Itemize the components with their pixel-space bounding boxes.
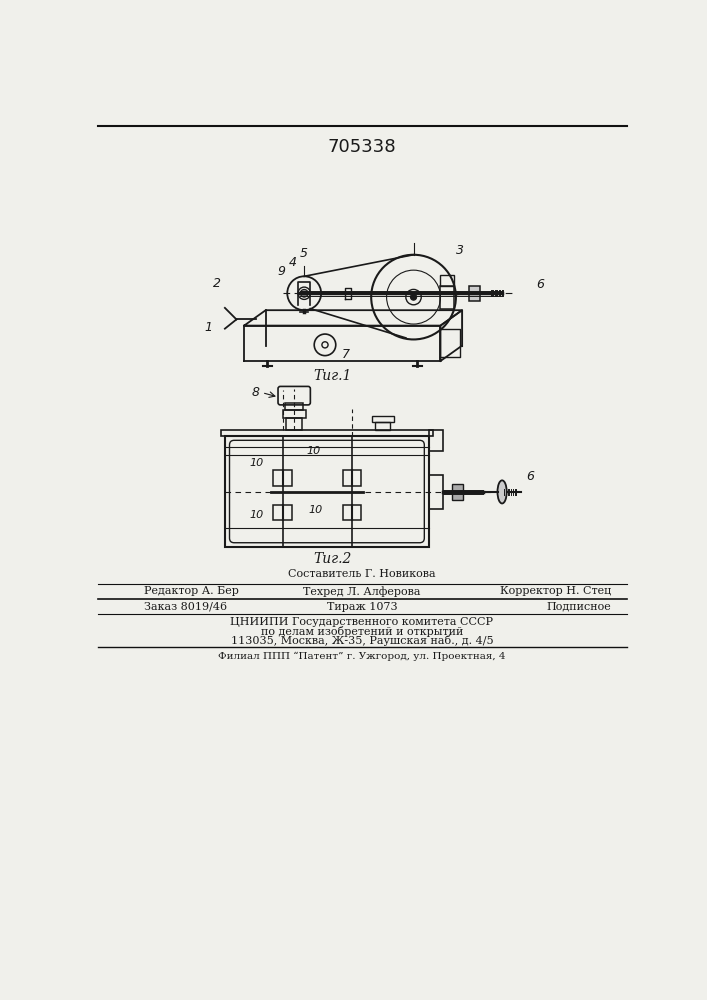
Text: 7: 7 <box>342 348 350 361</box>
Ellipse shape <box>498 480 507 503</box>
Circle shape <box>411 294 416 300</box>
Text: Корректор Н. Стец: Корректор Н. Стец <box>500 586 612 596</box>
Text: 8: 8 <box>252 386 259 399</box>
Bar <box>285 403 303 410</box>
Bar <box>429 430 443 451</box>
Text: 10: 10 <box>308 505 322 515</box>
Bar <box>221 430 433 436</box>
Text: 4: 4 <box>288 256 297 269</box>
Text: 6: 6 <box>527 470 534 483</box>
Text: по делам изобретений и открытий: по делам изобретений и открытий <box>261 626 463 637</box>
Text: Техред Л. Алферова: Техред Л. Алферова <box>303 586 421 597</box>
Text: 5: 5 <box>300 247 308 260</box>
Circle shape <box>300 289 308 297</box>
Bar <box>286 418 302 430</box>
Bar <box>452 484 463 500</box>
Text: 1: 1 <box>204 321 212 334</box>
Text: Филиал ППП “Патент” г. Ужгород, ул. Проектная, 4: Филиал ППП “Патент” г. Ужгород, ул. Прое… <box>218 652 506 661</box>
Bar <box>274 470 292 486</box>
Text: 2: 2 <box>214 277 221 290</box>
Bar <box>429 475 443 509</box>
Text: Подписное: Подписное <box>547 602 612 612</box>
Text: Τиг.2: Τиг.2 <box>313 552 352 566</box>
Text: Τиг.1: Τиг.1 <box>313 369 352 383</box>
Bar <box>440 275 455 286</box>
Bar <box>372 416 394 422</box>
Bar <box>343 505 361 520</box>
Bar <box>343 470 361 486</box>
Text: 9: 9 <box>277 265 285 278</box>
Bar <box>225 436 429 547</box>
Text: Редактор А. Бер: Редактор А. Бер <box>144 586 239 596</box>
Text: 705338: 705338 <box>327 138 396 156</box>
Circle shape <box>302 291 307 296</box>
Text: 6: 6 <box>537 278 544 291</box>
Bar <box>274 505 292 520</box>
Bar <box>440 286 455 309</box>
Text: 113035, Москва, Ж-35, Раушская наб., д. 4/5: 113035, Москва, Ж-35, Раушская наб., д. … <box>230 635 493 646</box>
Text: Составитель Г. Новикова: Составитель Г. Новикова <box>288 569 436 579</box>
Text: 3: 3 <box>456 244 464 257</box>
Text: Тираж 1073: Тираж 1073 <box>327 602 397 612</box>
Text: 10: 10 <box>250 458 264 468</box>
Bar <box>283 410 305 418</box>
Text: 10: 10 <box>250 510 264 520</box>
Bar <box>375 422 390 430</box>
Text: 10: 10 <box>307 446 321 456</box>
Bar <box>469 286 480 301</box>
Text: Заказ 8019/46: Заказ 8019/46 <box>144 602 227 612</box>
Text: ЦНИИПИ Государственного комитета СССР: ЦНИИПИ Государственного комитета СССР <box>230 617 493 627</box>
